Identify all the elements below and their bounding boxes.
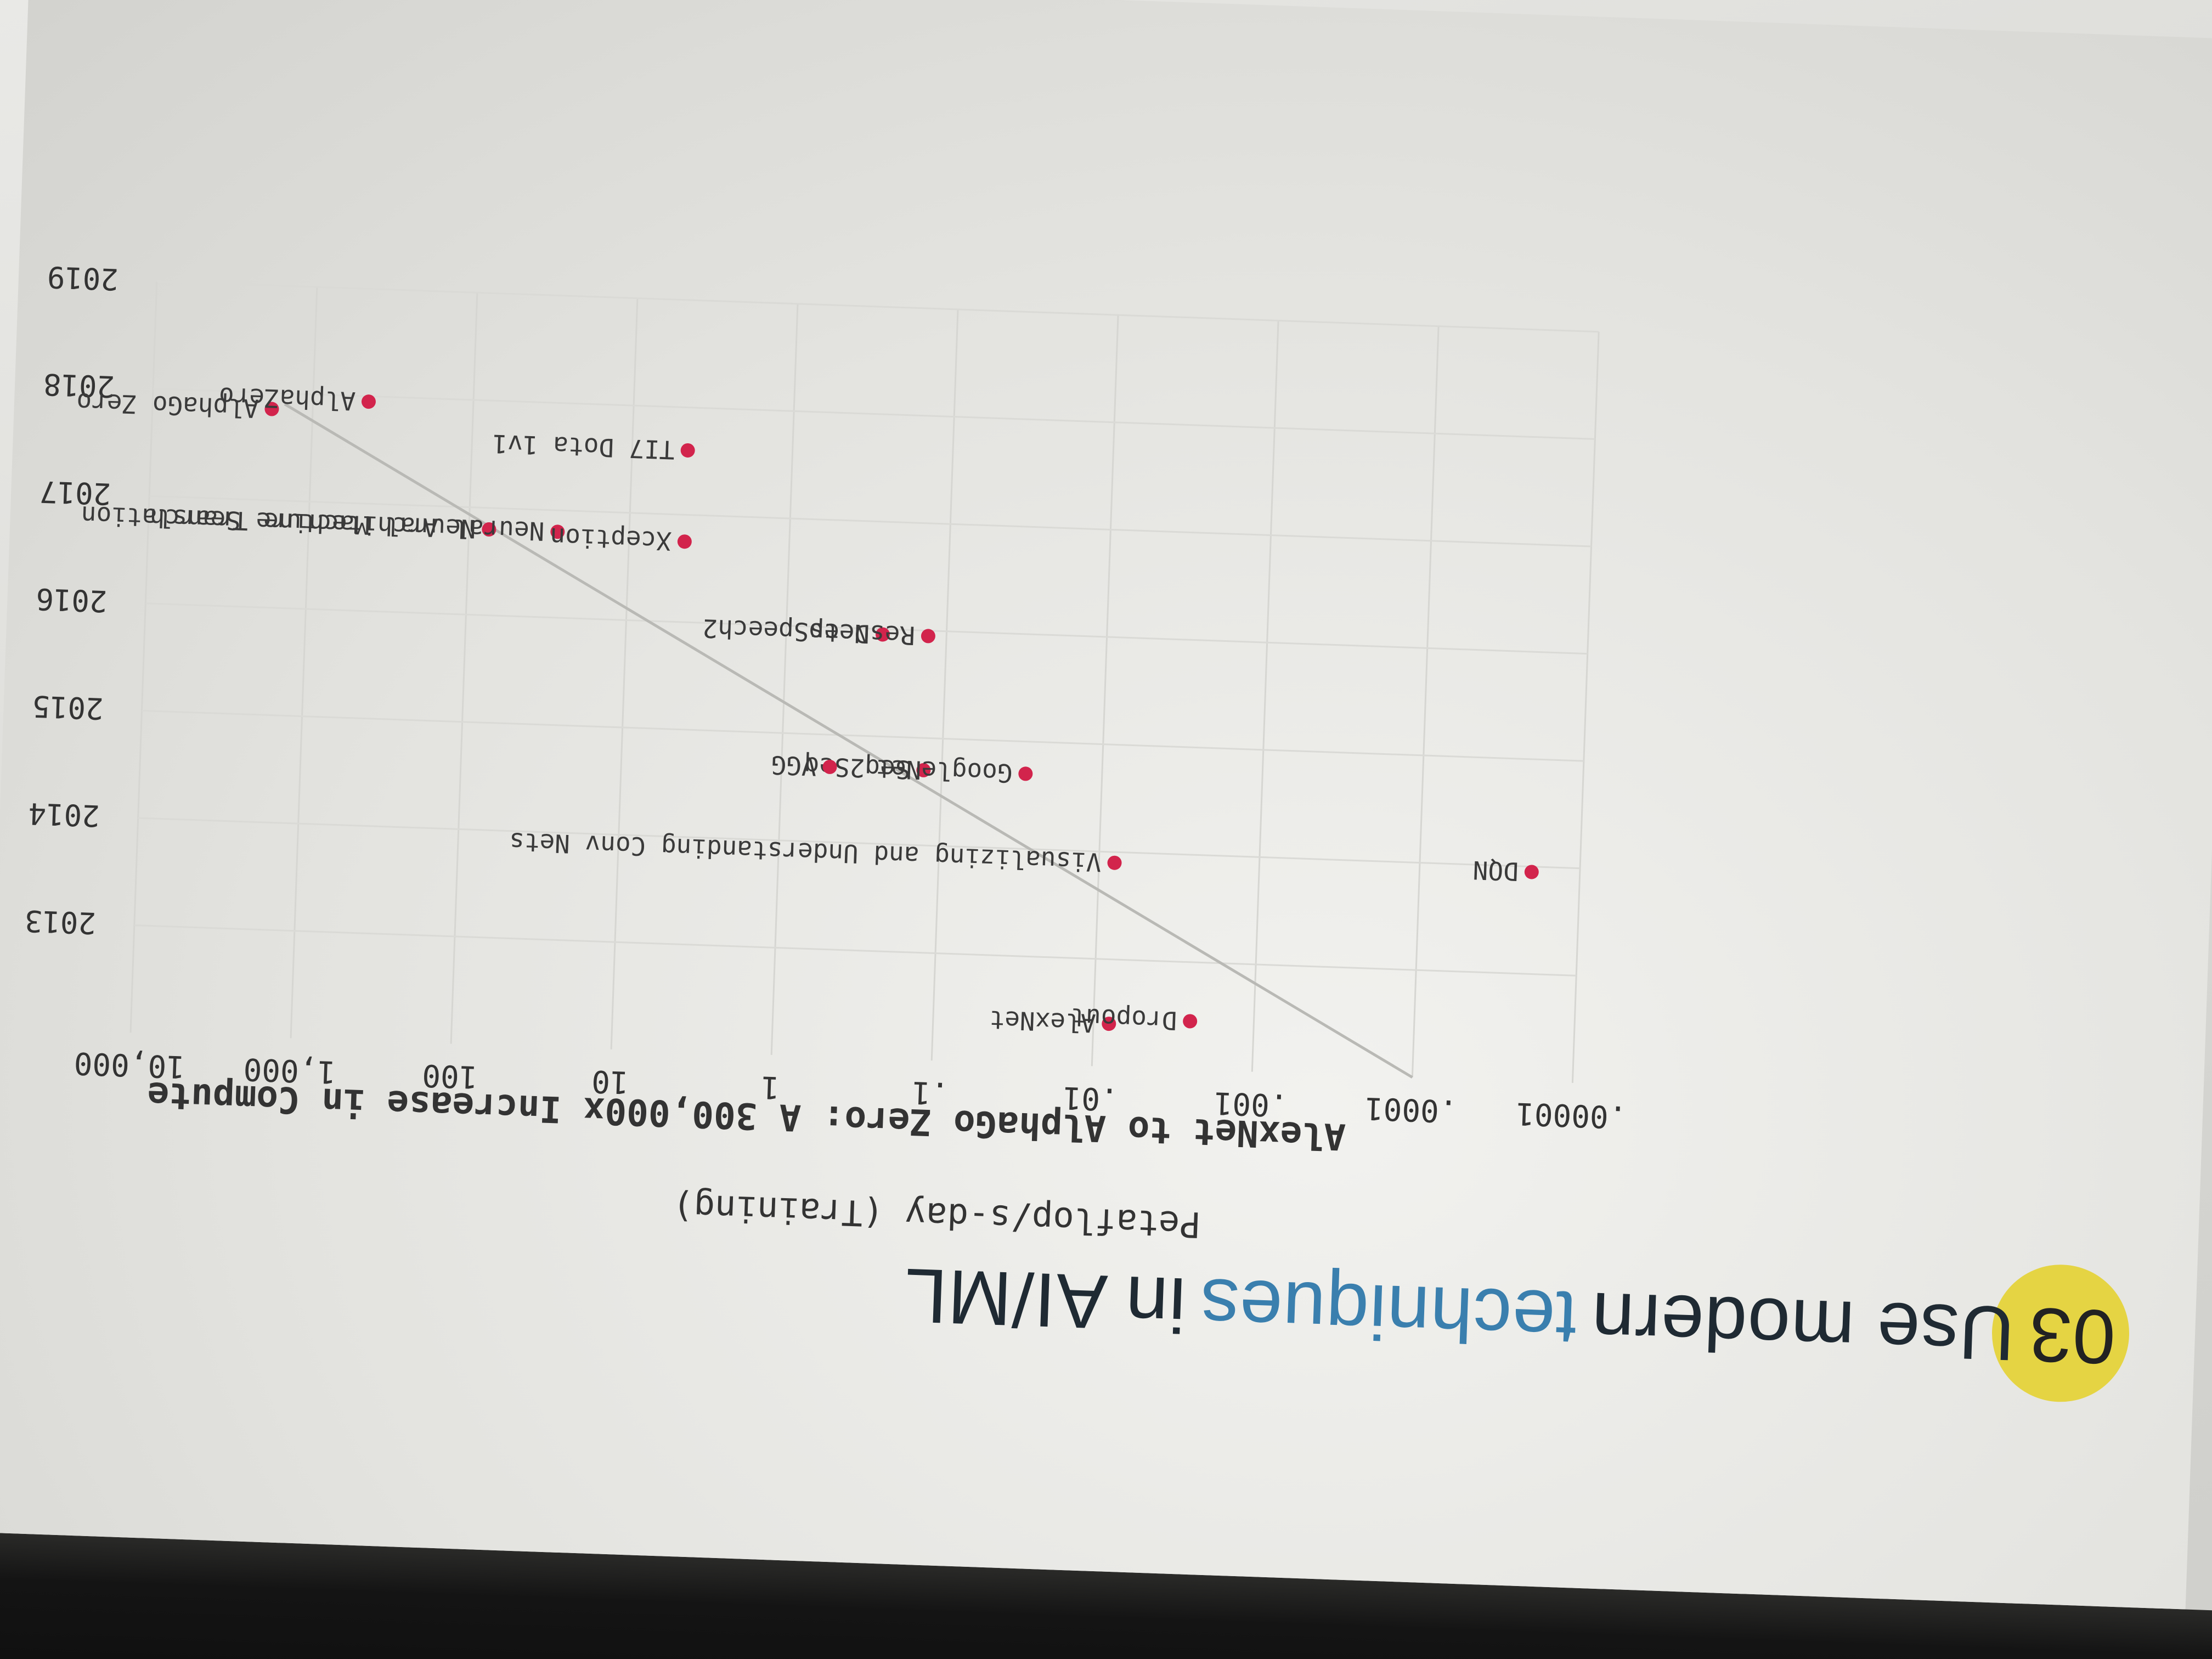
data-point [677,534,692,549]
value-gridline [770,303,799,1056]
value-tick-label: 1,000 [243,1051,337,1090]
data-point-label: ResNets [808,617,916,651]
data-point [1524,865,1539,879]
data-point [1102,1017,1116,1031]
data-point-label: TI7 Dota 1v1 [492,429,675,465]
year-tick-label: 2013 [24,904,97,941]
data-point [1107,855,1122,870]
year-tick-label: 2015 [32,689,104,726]
year-gridline [153,388,1595,440]
value-tick-label: .0001 [1364,1090,1458,1129]
data-point [550,524,565,539]
value-tick-label: 1 [760,1069,780,1105]
data-point [680,443,695,458]
value-gridline [1091,315,1119,1066]
data-point-label: DeepSpeech2 [702,613,870,649]
data-point-label: Visualizing and Understanding Conv Nets [509,827,1102,877]
year-tick-label: 2018 [43,367,115,404]
value-tick-label: .1 [911,1074,950,1111]
data-point-label: Neural Architecture Search [149,503,545,546]
data-point [1018,766,1033,781]
data-point [482,522,496,537]
data-point [921,629,935,644]
year-tick-label: 2019 [47,259,119,297]
data-point-label: DQN [1472,855,1519,887]
data-point [264,402,279,416]
data-point [1183,1014,1198,1029]
trend-line [284,403,1413,1079]
year-tick-label: 2017 [39,474,111,511]
data-point-label: VGG [771,750,817,781]
year-gridline [145,602,1588,655]
data-point-label: AlexNet [989,1005,1097,1039]
value-gridline [1571,331,1600,1084]
year-gridline [142,709,1584,762]
value-tick-label: .00001 [1515,1095,1627,1135]
value-gridline [290,287,318,1039]
year-gridline [156,280,1599,333]
year-gridline [138,817,1581,870]
value-gridline [930,309,959,1061]
y-axis-title: Petaflop/s-day (Training) [672,1186,1201,1245]
value-gridline [129,281,158,1033]
data-point [822,759,837,774]
data-point-label: Dropout [1070,1002,1177,1036]
value-tick-label: .01 [1063,1080,1119,1117]
year-gridline [134,924,1577,977]
year-gridline [149,495,1592,548]
data-point-label: GoogleNet [875,754,1013,788]
data-point-label: AlphaGo Zero [76,387,259,424]
year-tick-label: 2014 [28,796,100,833]
value-tick-label: .001 [1214,1085,1289,1123]
value-tick-label: 10 [591,1063,629,1100]
compute-chart: AlexNet to AlphaGo Zero: A 300,000x Incr… [24,259,1628,1245]
value-gridline [450,292,478,1044]
data-point-label: Seq2Seq [804,751,911,785]
data-point-label: Xception [549,522,672,556]
value-tick-label: 100 [421,1057,478,1094]
slide: 03Use moderntechniquesin AI/ML AlexNet t… [0,0,2212,1610]
value-gridline [1411,326,1440,1077]
value-gridline [1251,320,1279,1072]
data-point-label: AlphaZero [218,382,356,416]
data-point [916,763,931,777]
data-point [361,394,376,409]
value-tick-label: 10,000 [74,1045,185,1085]
data-point [875,627,890,642]
value-gridline [610,298,639,1049]
year-tick-label: 2016 [35,582,108,619]
